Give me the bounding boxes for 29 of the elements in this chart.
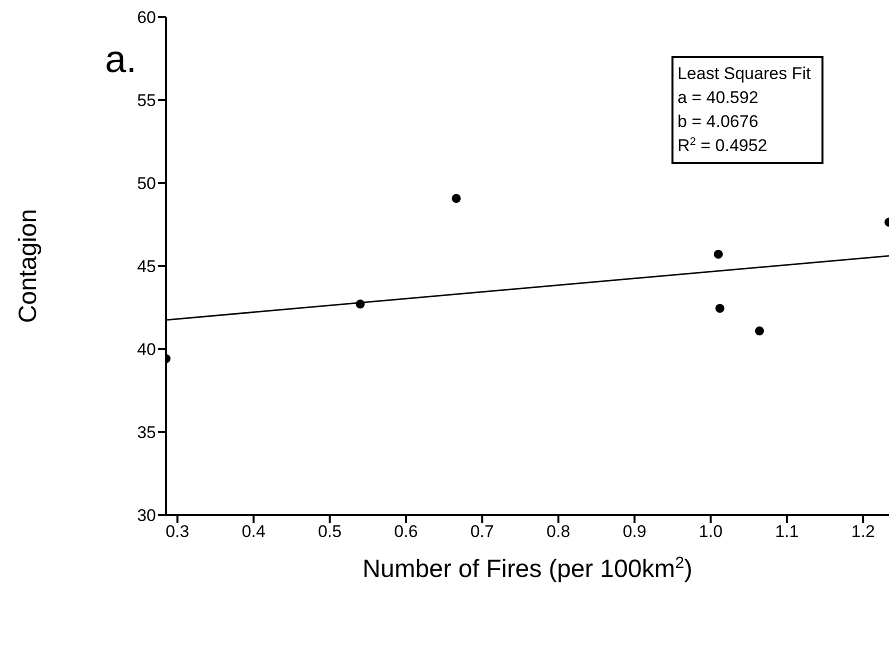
x-axis-title: Number of Fires (per 100km$^{2}$) (362, 554, 692, 583)
y-tick-label: 40 (137, 340, 156, 360)
annotation: a = 40.592 (677, 88, 758, 107)
y-tick-label: 35 (137, 423, 156, 442)
x-tick-label: 0.3 (166, 522, 190, 542)
point (714, 250, 723, 259)
x-tick-label: 1.2 (851, 522, 875, 542)
x-tick-label: 0.6 (394, 522, 418, 542)
y-tick-label: 30 (137, 506, 156, 526)
y-tick-label: 45 (137, 257, 156, 276)
annotation: Least Squares Fit (677, 64, 811, 83)
x-tick-label: 0.5 (318, 522, 342, 542)
point (452, 194, 461, 203)
x-tick-label: 0.4 (242, 522, 266, 542)
x-tick-label: 0.9 (622, 522, 646, 542)
y-tick-label: 55 (137, 91, 156, 110)
point (715, 304, 724, 313)
x-tick-label: 1.1 (775, 522, 799, 542)
text: a. (105, 39, 137, 81)
annotation: b = 4.0676 (677, 112, 758, 131)
y-axis-title: Contagion (14, 209, 42, 323)
x-tick-label: 1.0 (698, 522, 723, 542)
annotation: R$^{2}$ = 0.4952 (677, 136, 768, 155)
point (356, 300, 365, 309)
y-tick-label: 50 (137, 174, 156, 194)
y-tick-label: 60 (137, 8, 156, 28)
point (754, 326, 764, 336)
x-tick-label: 0.7 (470, 522, 494, 542)
x-tick-label: 0.8 (546, 522, 570, 542)
